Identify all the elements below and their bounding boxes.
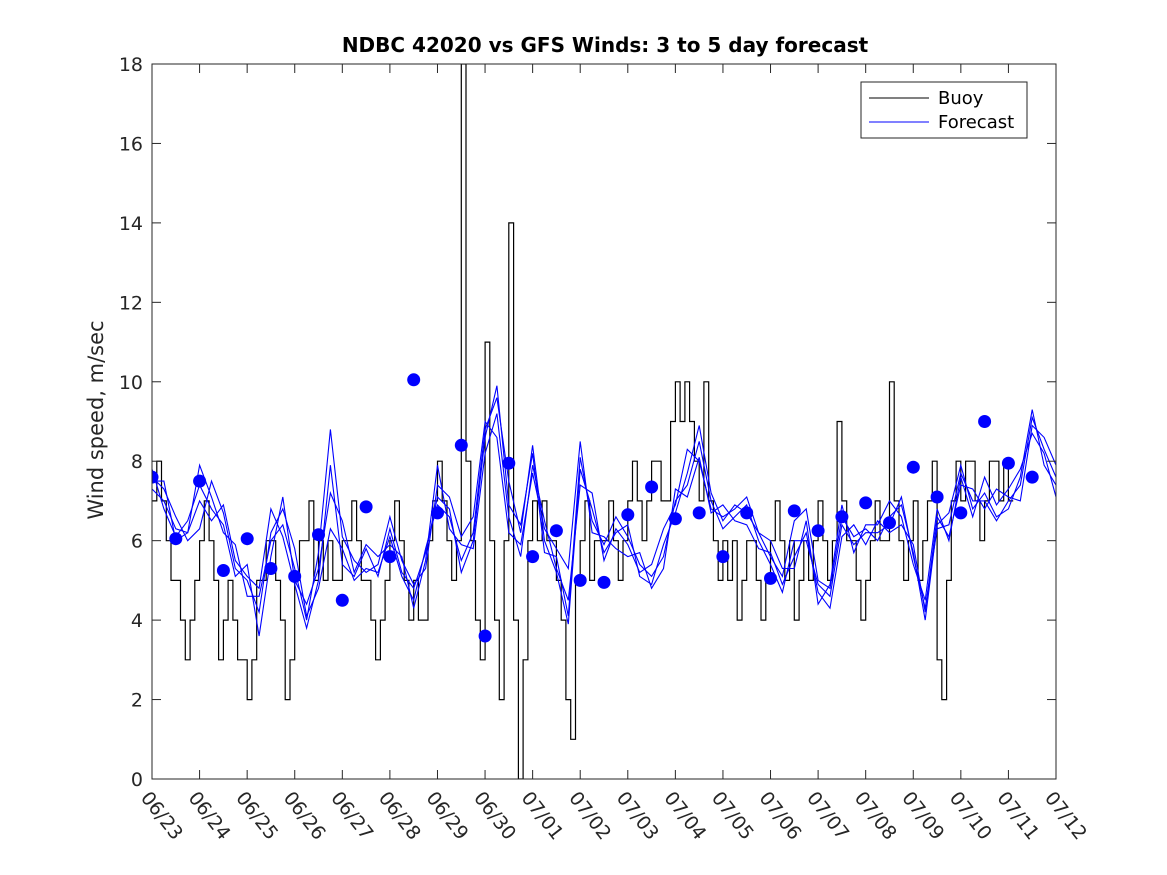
forecast-series-line-1 <box>152 397 1056 625</box>
y-tick-label: 12 <box>119 292 143 314</box>
y-tick-label: 14 <box>119 213 143 235</box>
forecast-point <box>859 496 873 510</box>
forecast-point <box>407 373 421 387</box>
forecast-point <box>383 550 397 564</box>
forecast-point <box>787 504 801 518</box>
forecast-point <box>193 474 207 488</box>
forecast-point <box>312 528 325 542</box>
forecast-point <box>621 508 635 522</box>
chart-title: NDBC 42020 vs GFS Winds: 3 to 5 day fore… <box>342 33 869 57</box>
forecast-point <box>264 562 278 575</box>
forecast-point <box>216 564 230 577</box>
forecast-point <box>359 500 373 514</box>
forecast-point <box>597 575 611 589</box>
forecast-point <box>152 470 159 484</box>
forecast-point <box>740 506 754 520</box>
forecast-point <box>240 532 254 546</box>
forecast-point <box>811 524 825 538</box>
forecast-point <box>1001 456 1015 470</box>
forecast-point <box>169 532 183 546</box>
forecast-point <box>716 550 730 564</box>
forecast-point <box>478 629 492 643</box>
forecast-point <box>431 506 444 520</box>
y-tick-label: 4 <box>131 610 143 632</box>
forecast-point <box>883 516 896 530</box>
legend: Buoy Forecast <box>860 81 1028 139</box>
y-tick-label: 10 <box>119 372 143 394</box>
plot-area <box>152 64 1056 779</box>
y-tick-label: 18 <box>119 54 143 76</box>
forecast-series-line-4 <box>152 385 1056 631</box>
y-axis-label: Wind speed, m/sec <box>84 320 108 519</box>
forecast-point <box>573 573 587 587</box>
forecast-point <box>645 480 659 494</box>
forecast-point <box>526 550 540 564</box>
forecast-point <box>692 506 706 520</box>
forecast-point <box>1025 470 1039 484</box>
y-tick-label: 2 <box>131 690 143 712</box>
forecast-series-line-3 <box>152 413 1056 637</box>
y-tick-label: 16 <box>119 133 143 155</box>
legend-forecast-label: Forecast <box>938 112 1014 133</box>
forecast-point <box>502 456 516 470</box>
legend-buoy-label: Buoy <box>938 88 984 109</box>
y-tick-label: 0 <box>131 769 143 791</box>
forecast-point <box>764 571 777 585</box>
forecast-point <box>549 524 563 538</box>
forecast-point <box>954 506 968 520</box>
y-tick-label: 6 <box>131 531 143 553</box>
forecast-point <box>930 490 944 504</box>
plot-series <box>152 64 1056 779</box>
forecast-point <box>288 569 302 583</box>
forecast-point <box>335 593 349 607</box>
axes-box <box>151 63 1057 780</box>
y-tick-label: 8 <box>131 451 143 473</box>
forecast-point <box>906 460 920 474</box>
forecast-point <box>978 415 992 428</box>
forecast-point <box>668 512 682 526</box>
forecast-point <box>454 438 468 452</box>
legend-box <box>860 81 1028 139</box>
forecast-point <box>835 510 849 524</box>
